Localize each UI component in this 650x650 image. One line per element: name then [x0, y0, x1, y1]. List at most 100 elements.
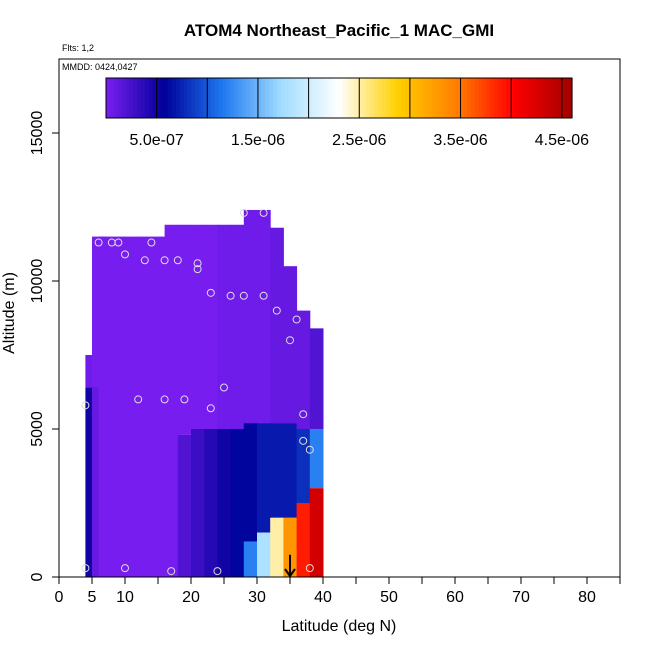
colorbar-segment	[544, 78, 550, 118]
colorbar-segment	[234, 78, 239, 118]
heatmap-cell	[125, 236, 139, 577]
colorbar-segment	[447, 78, 453, 118]
colorbar-segment	[288, 78, 293, 118]
colorbar-segment	[509, 78, 515, 118]
colorbar-segment	[408, 78, 414, 118]
heatmap-cell	[217, 429, 232, 577]
colorbar-segment	[525, 78, 530, 118]
colorbar-segment	[354, 78, 360, 118]
colorbar-segment	[459, 78, 464, 118]
heatmap-cell	[257, 423, 271, 533]
colorbar-segment	[420, 78, 426, 118]
sample-point	[239, 208, 248, 217]
sample-point	[147, 238, 156, 247]
colorbar-segment	[346, 78, 352, 118]
dates-label: MMDD: 0424,0427	[62, 62, 138, 72]
sample-point	[114, 238, 123, 247]
y-tick-label: 0	[29, 572, 46, 581]
heatmap-cell	[270, 423, 284, 518]
y-tick-label: 10000	[29, 259, 46, 304]
colorbar-segment	[474, 78, 480, 118]
colorbar-segment	[272, 78, 278, 118]
heatmap-cell	[204, 224, 218, 429]
colorbar-border	[105, 77, 573, 119]
sample-point	[134, 395, 143, 404]
colorbar-segment	[401, 78, 406, 118]
sample-point	[259, 291, 268, 300]
colorbar-segment	[377, 78, 383, 118]
colorbar-segment	[307, 78, 313, 118]
colorbar-segment	[125, 78, 130, 118]
colorbar-segment	[389, 78, 394, 118]
heatmap-cell	[296, 503, 311, 577]
colorbar-segment	[498, 78, 503, 118]
colorbar-segment	[300, 78, 305, 118]
plot-area	[81, 208, 324, 578]
colorbar-segment	[471, 78, 476, 118]
sample-point	[299, 410, 308, 419]
colorbar-segment	[451, 78, 457, 118]
colorbar-segment	[241, 78, 247, 118]
heatmap-cell	[111, 236, 126, 577]
heatmap-cell	[270, 517, 284, 577]
sample-point	[206, 404, 215, 413]
y-axis: 0 5000 10000 15000	[29, 111, 59, 581]
heatmap-cell	[257, 532, 271, 577]
sample-point	[299, 436, 308, 445]
heatmap-cell	[309, 328, 324, 429]
colorbar-segment	[381, 78, 387, 118]
colorbar-segment	[568, 78, 573, 118]
colorbar-segment	[121, 78, 127, 118]
sample-point	[167, 567, 176, 576]
heatmap-cell	[309, 488, 324, 577]
heatmap-cell	[296, 429, 311, 503]
colorbar-segment	[502, 78, 507, 118]
colorbar-segment	[443, 78, 449, 118]
colorbar-segment	[486, 78, 492, 118]
colorbar-segment	[552, 78, 558, 118]
sample-point	[160, 256, 169, 265]
heatmap-cell	[177, 224, 192, 435]
colorbar-segment	[432, 78, 437, 118]
colorbar-segment	[339, 78, 344, 118]
colorbar-segment	[129, 78, 134, 118]
sample-point	[94, 238, 103, 247]
colorbar-segment	[257, 78, 262, 118]
colorbar-segment	[366, 78, 371, 118]
colorbar-segment	[560, 78, 565, 118]
colorbar-segment	[109, 78, 115, 118]
y-axis-label: Altitude (m)	[1, 272, 18, 354]
colorbar-tick-label: 2.5e-06	[332, 132, 386, 149]
heatmap-cell	[230, 429, 245, 577]
colorbar-segment	[179, 78, 185, 118]
colorbar-segment	[172, 78, 177, 118]
x-tick-label: 10	[116, 589, 134, 606]
colorbar-segment	[292, 78, 297, 118]
colorbar-segment	[133, 78, 138, 118]
x-axis-label: Latitude (deg N)	[282, 618, 397, 635]
y-tick-label: 15000	[29, 111, 46, 156]
sample-point	[140, 256, 149, 265]
colorbar-segment	[183, 78, 189, 118]
heatmap-cell	[309, 429, 324, 489]
colorbar-segment	[393, 78, 398, 118]
sample-point	[121, 564, 129, 573]
heatmap-cell	[270, 227, 284, 424]
x-tick-label: 30	[248, 589, 266, 606]
colorbar-segment	[548, 78, 554, 118]
colorbar-segment	[137, 78, 142, 118]
colorbar-segment	[428, 78, 433, 118]
colorbar-segment	[265, 78, 270, 118]
x-tick-label: 60	[446, 589, 464, 606]
colorbar-segment	[412, 78, 418, 118]
colorbar-segment	[222, 78, 227, 118]
colorbar-segment	[463, 78, 468, 118]
colorbar-segment	[106, 78, 111, 118]
x-tick-label: 20	[182, 589, 200, 606]
x-tick-label: 50	[380, 589, 398, 606]
sample-point	[220, 383, 228, 392]
plot-frame	[58, 58, 621, 578]
colorbar-segment	[335, 78, 340, 118]
colorbar-segment	[513, 78, 519, 118]
